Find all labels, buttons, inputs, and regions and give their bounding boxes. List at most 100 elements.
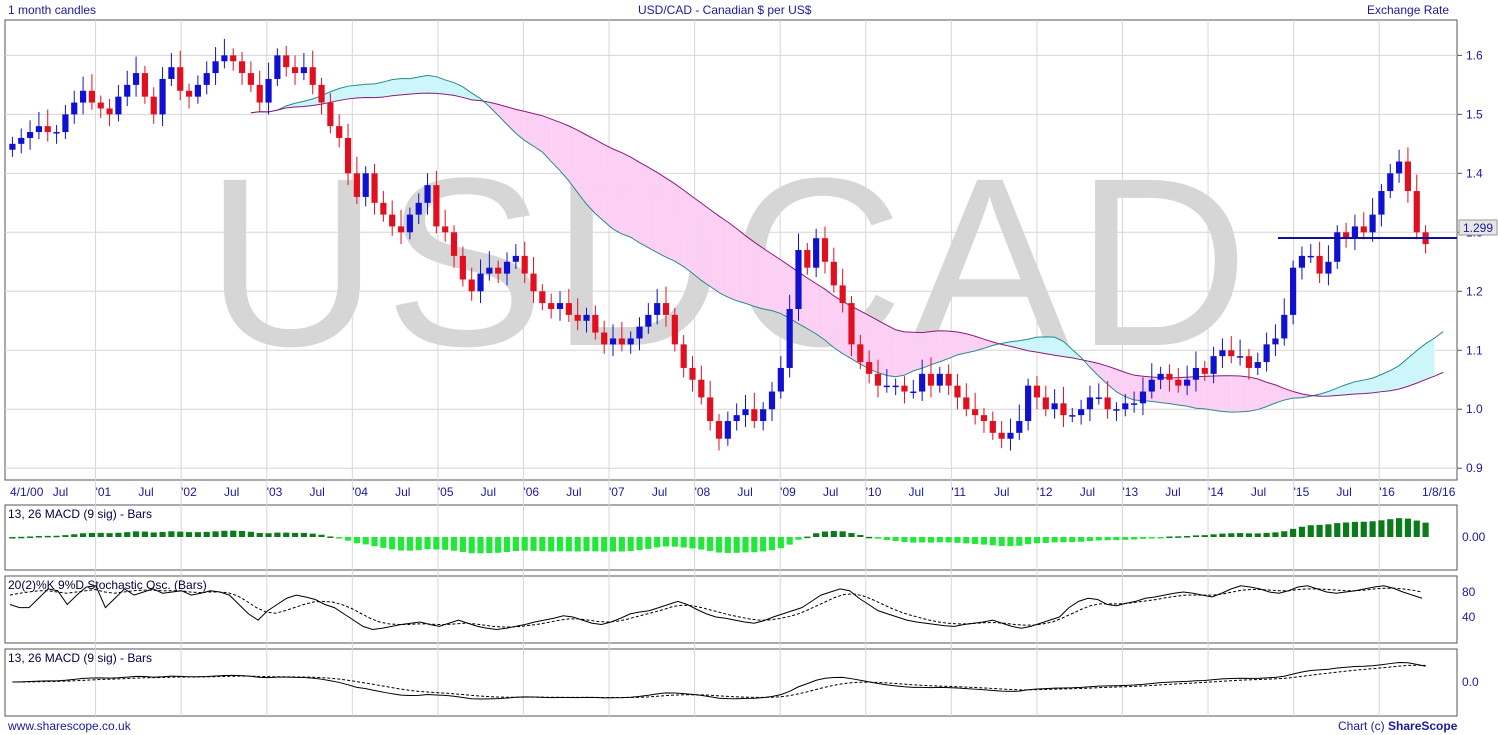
macd-bars-title: 13, 26 MACD (9 sig) - Bars xyxy=(8,507,153,521)
candle-body xyxy=(1025,385,1032,422)
macd-bar xyxy=(1228,533,1235,537)
macd-bar xyxy=(88,532,95,537)
x-axis: 4/1/00 Jul '01 Jul '02 Jul '03 Jul '04 Jul '05 Jul '… xyxy=(10,485,1456,499)
cloud-span-b xyxy=(250,92,1444,397)
candle-body xyxy=(565,303,572,315)
stoch-tick-label: 40 xyxy=(1462,610,1476,624)
candle-body xyxy=(1395,161,1403,174)
macd-bar xyxy=(486,537,493,554)
macd-bar xyxy=(177,531,184,537)
macd-bar xyxy=(1192,535,1200,537)
candle-body xyxy=(150,96,157,115)
cloud-segment xyxy=(604,144,614,230)
cloud-segment xyxy=(507,106,516,134)
candle-body xyxy=(627,338,634,345)
candle-body xyxy=(1192,367,1200,380)
macd-panel-frame xyxy=(4,504,1458,571)
candle-body xyxy=(892,385,899,388)
last-price-box xyxy=(1458,219,1498,236)
candle-body xyxy=(106,108,113,115)
macd-bar xyxy=(945,537,952,543)
candle-body xyxy=(230,55,237,62)
cloud-segment xyxy=(710,209,719,293)
cloud-segment xyxy=(383,79,393,98)
candle-body xyxy=(1122,403,1129,410)
candle-body xyxy=(433,185,440,227)
macd-bar xyxy=(1007,537,1014,547)
macd-bar xyxy=(671,537,678,547)
candle-body xyxy=(62,114,69,133)
candle-body xyxy=(618,338,625,345)
cloud-segment xyxy=(1354,380,1364,395)
candle-body xyxy=(804,250,811,268)
candle-body xyxy=(1378,191,1385,215)
candle-body xyxy=(283,55,290,68)
candles-group xyxy=(9,38,1429,451)
candle-body xyxy=(1404,161,1412,192)
candle-body xyxy=(477,273,484,292)
cloud-segment xyxy=(436,76,446,95)
candle-body xyxy=(830,261,837,286)
candle-body xyxy=(733,415,740,422)
macd-bar xyxy=(97,532,104,537)
candle-body xyxy=(707,397,714,422)
macd-bar xyxy=(124,532,131,537)
macd-bar xyxy=(830,531,837,537)
macd-bar xyxy=(883,537,890,541)
candle-body xyxy=(1131,403,1138,405)
cloud-segment xyxy=(1399,358,1408,390)
cloud-segment xyxy=(1275,384,1285,404)
cloud-segment xyxy=(621,152,631,238)
cloud-segment xyxy=(966,333,976,353)
x-tick-label: Jul xyxy=(224,485,239,499)
candle-body xyxy=(1148,379,1155,392)
cloud-segment xyxy=(1346,381,1355,395)
cloud-segment xyxy=(657,172,667,258)
macd-bar xyxy=(574,537,581,552)
candle-body xyxy=(848,303,855,345)
macd-bar xyxy=(1351,521,1359,537)
macd-bar xyxy=(954,537,961,543)
macd-bar xyxy=(1272,532,1279,537)
macd-bar xyxy=(459,537,466,553)
macd-bar xyxy=(512,537,519,552)
macd-bar xyxy=(44,535,51,538)
candle-body xyxy=(919,373,926,392)
cloud-segment xyxy=(869,315,878,373)
cloud-segment xyxy=(948,331,958,359)
y-tick-label: 1.2 xyxy=(1466,284,1483,298)
cloud-segment xyxy=(427,75,437,94)
footer-website[interactable]: www.sharescope.co.uk xyxy=(8,719,131,733)
candle-body xyxy=(539,291,546,304)
y-tick-label: 1.6 xyxy=(1466,48,1483,62)
candle-body xyxy=(954,385,961,398)
cloud-segment xyxy=(886,325,896,377)
macd-bar xyxy=(556,537,564,552)
candle-body xyxy=(936,373,943,386)
macd-bar xyxy=(1157,537,1164,539)
macd-bar xyxy=(645,537,652,549)
macd-bar xyxy=(1237,533,1244,537)
cloud-segment xyxy=(1301,393,1311,398)
candle-body xyxy=(88,90,95,103)
macd-bar xyxy=(592,537,599,552)
cloud-segment xyxy=(1231,375,1241,413)
cloud-segment xyxy=(374,81,384,98)
macd-bar xyxy=(1395,518,1403,537)
candle-body xyxy=(751,409,758,422)
candle-body xyxy=(238,61,246,74)
cloud-segment xyxy=(533,113,543,153)
cloud-segment xyxy=(356,84,366,98)
x-tick-label: Jul xyxy=(138,485,153,499)
cloud-segment xyxy=(542,115,552,162)
x-tick-label: '09 xyxy=(780,485,796,499)
macd-lines-title: 13, 26 MACD (9 sig) - Bars xyxy=(8,651,153,665)
macd-bar xyxy=(521,537,528,551)
macd-bar xyxy=(680,537,687,548)
cloud-segment xyxy=(939,330,949,362)
candle-body xyxy=(1245,356,1253,368)
candle-body xyxy=(972,409,979,416)
cloud-segment xyxy=(1328,387,1338,397)
candle-body xyxy=(336,126,343,138)
cloud-segment xyxy=(330,88,340,103)
